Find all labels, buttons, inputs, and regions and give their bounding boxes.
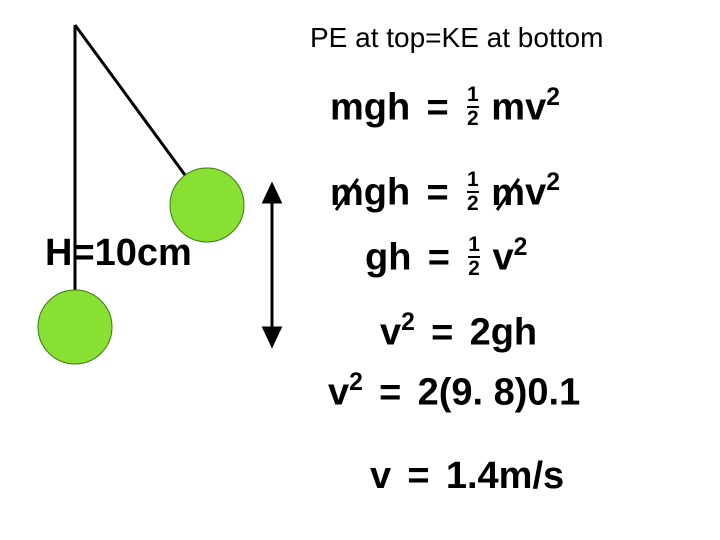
eq3-op: = [428,237,450,279]
equation-5: v2 = 2(9. 8)0.1 [328,370,580,415]
height-label: H=10cm [45,232,192,275]
title-text: PE at top=KE at bottom [310,22,603,54]
eq6-op: = [407,455,429,497]
pendulum-ball-bottom [38,290,112,364]
eq6-rhs: 1.4m/s [446,455,564,497]
eq2-half: 1 2 [467,170,479,215]
eq1-v: v [525,87,546,129]
eq3-half: 1 2 [468,235,480,280]
eq2-exp: 2 [546,169,560,196]
eq3-lhs: gh [365,237,411,279]
eq5-rhs: 2(9. 8)0.1 [418,372,581,414]
equation-1: mgh = 1 2 mv2 [330,85,560,132]
eq6-lhs: v [370,455,391,497]
equation-3: gh = 1 2 v2 [365,235,527,282]
eq2-lhs-gh: gh [364,172,410,214]
eq5-op: = [379,372,401,414]
eq4-op: = [431,312,453,354]
equation-6: v = 1.4m/s [370,455,564,498]
eq2-op: = [426,172,448,214]
eq1-m: m [491,87,525,129]
eq1-op: = [426,87,448,129]
eq4-rhs: 2gh [470,312,538,354]
equation-4: v2 = 2gh [380,310,537,355]
eq1-half: 1 2 [467,85,479,130]
eq3-v: v [492,237,513,279]
eq1-exp: 2 [546,84,560,111]
height-arrow [264,185,280,345]
eq2-rhs-m-struck: m [491,172,525,215]
eq4-exp: 2 [401,309,415,336]
equation-2: m gh = 1 2 m v2 [330,170,560,217]
eq2-lhs-m-struck: m [330,172,364,215]
eq2-v: v [525,172,546,214]
eq5-exp: 2 [349,369,363,396]
eq4-v: v [380,312,401,354]
eq1-lhs: mgh [330,87,410,129]
eq5-v: v [328,372,349,414]
eq3-exp: 2 [514,234,528,261]
pendulum-ball-top [170,168,244,242]
